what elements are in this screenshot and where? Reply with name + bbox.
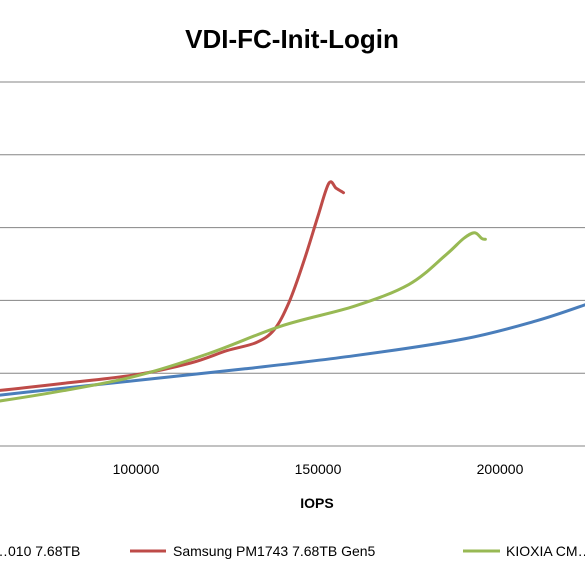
- legend-label-3: KIOXIA CM…: [506, 543, 585, 559]
- x-tick-label: 100000: [113, 461, 160, 477]
- legend: …010 7.68TB Samsung PM1743 7.68TB Gen5 KIO…: [0, 543, 585, 559]
- x-axis-title: IOPS: [300, 495, 333, 511]
- chart-title: VDI-FC-Init-Login: [185, 24, 399, 54]
- x-axis-tick-labels: 100000 150000 200000: [113, 461, 524, 477]
- series-lines: [0, 180, 585, 403]
- series-line-3: [0, 231, 487, 403]
- gridlines: [0, 81, 585, 447]
- x-tick-label: 150000: [295, 461, 342, 477]
- legend-label-1: …010 7.68TB: [0, 543, 80, 559]
- legend-label-2: Samsung PM1743 7.68TB Gen5: [173, 543, 376, 559]
- series-line-2: [0, 180, 345, 392]
- series-line-1: [0, 303, 585, 397]
- x-tick-label: 200000: [477, 461, 524, 477]
